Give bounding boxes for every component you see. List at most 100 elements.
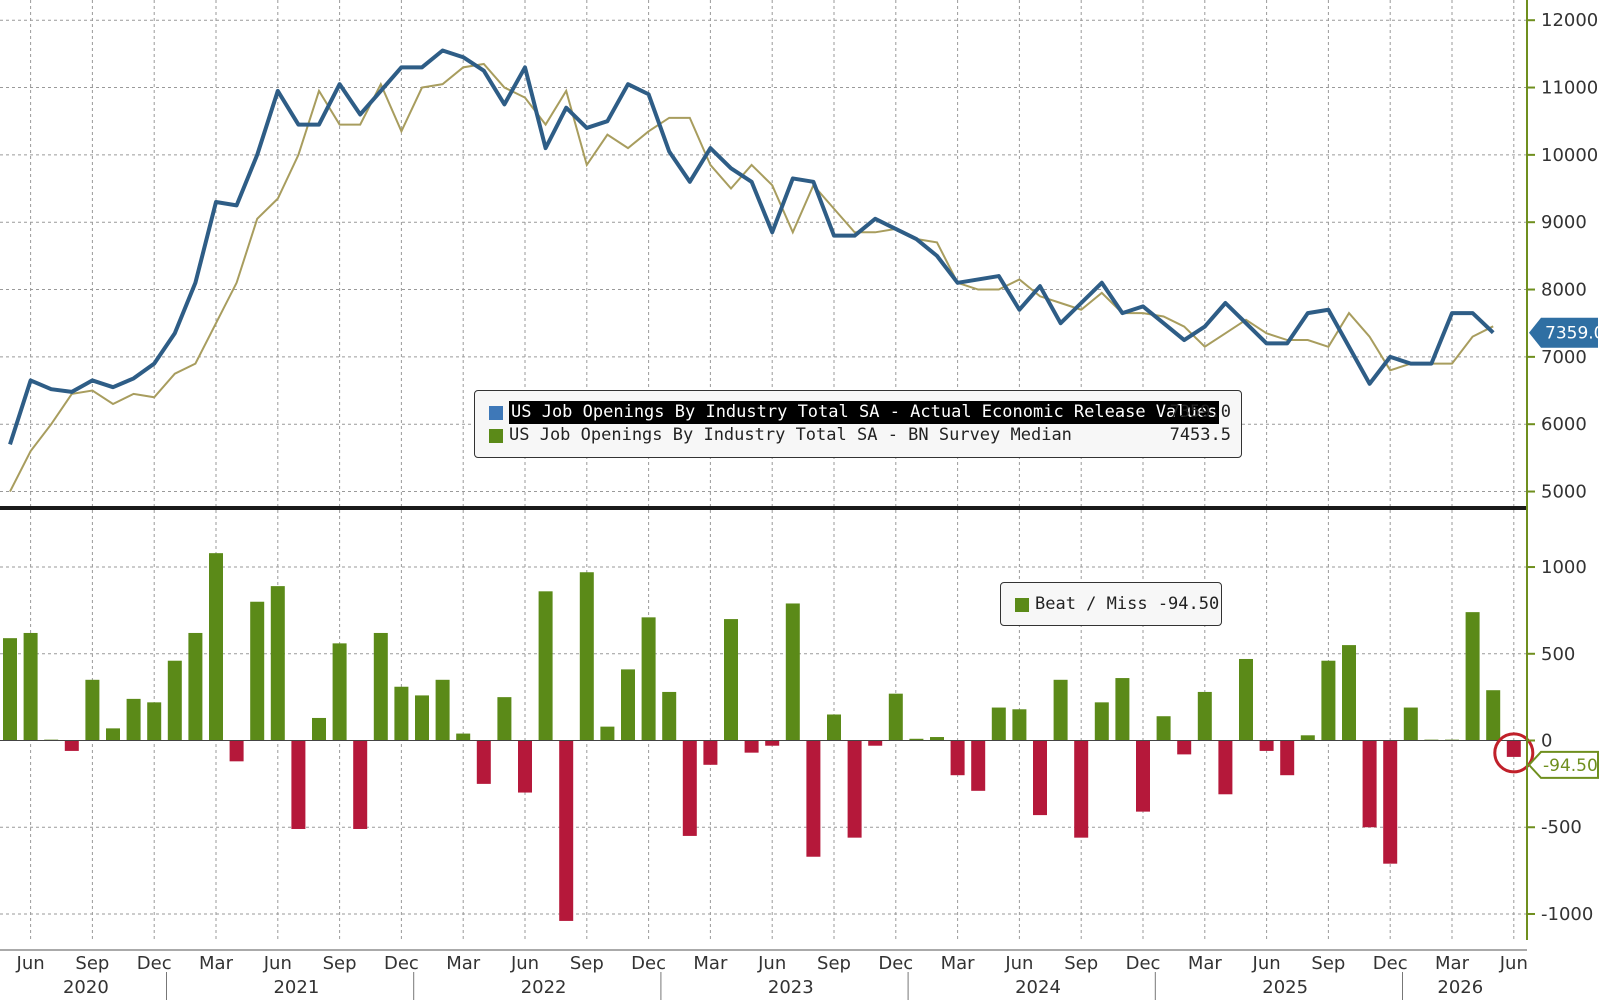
beat-miss-bar [497, 697, 512, 741]
beat-miss-bar [724, 619, 738, 741]
x-month-label: Sep [1064, 953, 1098, 974]
beat-miss-bar [1465, 612, 1480, 741]
upper-last-value-label: 7359.0 [1545, 324, 1600, 344]
beat-miss-bar [1403, 707, 1418, 741]
beat-miss-bar [1383, 740, 1398, 864]
beat-miss-bar [126, 698, 141, 741]
beat-miss-bar [971, 740, 986, 791]
beat-miss-bar [1177, 740, 1192, 755]
beat-miss-bar [1362, 740, 1377, 828]
x-month-label: Dec [631, 953, 666, 974]
upper-axis-tick-label: 5000 [1541, 482, 1587, 503]
beat-miss-bar [1074, 740, 1089, 838]
median-series-line [9, 62, 1494, 492]
beat-miss-bar [1053, 679, 1068, 741]
beat-miss-bar [1115, 678, 1130, 741]
x-month-label: Jun [16, 953, 45, 974]
legend-value-actual: 7359.0 [1169, 402, 1231, 422]
beat-miss-bar [415, 695, 429, 741]
x-month-label: Sep [570, 953, 604, 974]
x-month-label: Jun [263, 953, 292, 974]
lower-last-value-tag [1527, 750, 1599, 779]
x-month-label: Dec [137, 953, 172, 974]
x-month-label: Mar [1188, 953, 1223, 974]
beat-miss-bar [1012, 709, 1027, 741]
upper-axis-tick-label: 11000 [1541, 78, 1598, 99]
beat-miss-bar [1259, 740, 1274, 751]
beat-miss-bar [353, 740, 368, 829]
lower-axis-tick-label: 500 [1541, 644, 1575, 665]
upper-legend: US Job Openings By Industry Total SA - A… [474, 390, 1242, 458]
x-month-label: Mar [199, 953, 234, 974]
beat-miss-bar [991, 707, 1006, 741]
x-year-label: 2023 [768, 977, 814, 998]
x-month-label: Mar [1435, 953, 1470, 974]
upper-axis-tick-label: 7000 [1541, 347, 1587, 368]
beat-miss-bar [703, 740, 718, 765]
beat-miss-bar [106, 728, 120, 741]
beat-miss-bar [806, 740, 821, 857]
lower-panel [0, 553, 1535, 921]
beat-miss-bar [909, 738, 924, 741]
upper-axis-tick-label: 10000 [1541, 145, 1598, 166]
beat-miss-bar [1218, 740, 1233, 795]
x-year-label: 2020 [63, 977, 109, 998]
legend-swatch-median [489, 429, 503, 443]
lower-last-value-label: -94.50 [1543, 756, 1598, 776]
legend-row-beat-miss: Beat / Miss -94.50 [1001, 593, 1221, 616]
beat-miss-bar [868, 740, 883, 746]
beat-miss-bar [373, 632, 388, 741]
lower-axis-tick-label: 0 [1541, 731, 1552, 752]
x-year-label: 2024 [1015, 977, 1061, 998]
beat-miss-bar [1321, 660, 1336, 741]
x-year-label: 2022 [521, 977, 567, 998]
legend-label-actual: US Job Openings By Industry Total SA - A… [509, 401, 1220, 424]
beat-miss-bar [188, 632, 203, 741]
beat-miss-bar [1136, 740, 1150, 812]
beat-miss-bar [3, 638, 17, 741]
x-month-label: Dec [1373, 953, 1408, 974]
x-month-label: Jun [757, 953, 786, 974]
x-year-label: 2025 [1262, 977, 1308, 998]
beat-miss-bar [1094, 702, 1109, 741]
beat-miss-bar [682, 740, 697, 836]
legend-swatch-actual [489, 406, 503, 420]
grid-lines [0, 0, 1527, 940]
lower-axis-tick-label: 1000 [1541, 557, 1587, 578]
last-bar-highlight-circle [1493, 732, 1535, 774]
legend-row-median: US Job Openings By Industry Total SA - B… [475, 424, 1241, 447]
x-month-label: Jun [510, 953, 539, 974]
upper-last-value-tag [1529, 317, 1598, 348]
beat-miss-bar [785, 603, 800, 741]
x-year-label: 2021 [273, 977, 319, 998]
x-month-label: Mar [693, 953, 728, 974]
beat-miss-bar [456, 733, 471, 741]
x-month-label: Mar [941, 953, 976, 974]
beat-miss-bar [579, 572, 594, 741]
beat-miss-bar [1300, 735, 1315, 741]
beat-miss-bar [291, 740, 306, 829]
lower-axis-tick-label: -500 [1541, 817, 1582, 838]
x-month-label: Sep [75, 953, 109, 974]
legend-value-median: 7453.5 [1169, 425, 1231, 445]
beat-miss-bar [538, 591, 553, 741]
x-month-label: Jun [1252, 953, 1281, 974]
beat-miss-bar [476, 740, 491, 784]
beat-miss-bar [950, 740, 965, 776]
beat-miss-bar [1506, 740, 1521, 757]
x-month-label: Jun [1004, 953, 1033, 974]
x-month-label: Sep [817, 953, 851, 974]
beat-miss-bar [250, 601, 265, 741]
beat-miss-bar [765, 740, 780, 746]
beat-miss-bar [167, 660, 182, 741]
legend-label-median: US Job Openings By Industry Total SA - B… [509, 425, 1072, 445]
x-month-label: Dec [878, 953, 913, 974]
x-month-label: Dec [384, 953, 419, 974]
beat-miss-bar [1197, 691, 1212, 741]
beat-miss-bar [600, 726, 615, 741]
beat-miss-bar [1280, 740, 1295, 776]
lower-legend: Beat / Miss -94.50 [1000, 582, 1222, 626]
beat-miss-bar [1342, 645, 1356, 741]
beat-miss-bar [1033, 740, 1047, 816]
